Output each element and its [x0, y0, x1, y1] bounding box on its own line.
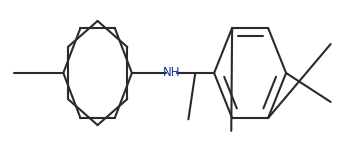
Text: NH: NH [163, 66, 180, 80]
